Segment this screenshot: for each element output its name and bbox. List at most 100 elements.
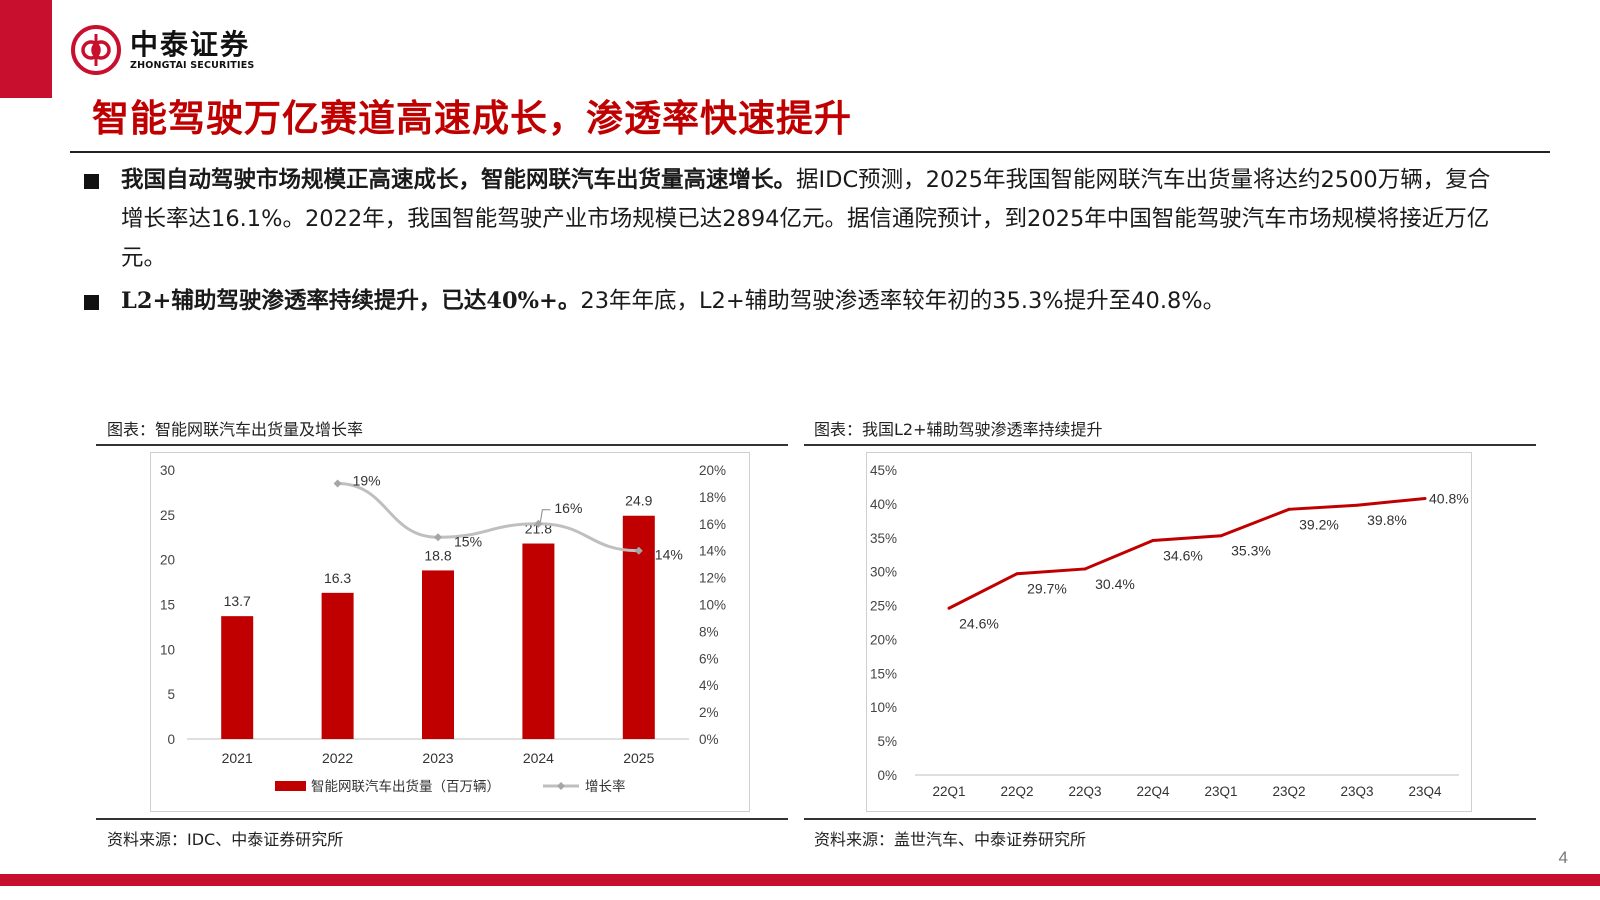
penetration-rate-label: 24.6% [959, 615, 999, 631]
chart1-top-rule [96, 444, 788, 446]
bar-value-label: 13.7 [224, 593, 251, 609]
y-axis-tick-label: 15% [870, 666, 897, 681]
y-axis-tick-label: 35% [870, 531, 897, 546]
bullet-square-icon [84, 174, 99, 189]
x-axis-tick-label: 22Q1 [932, 784, 965, 799]
x-axis-tick-label: 23Q1 [1204, 784, 1237, 799]
growth-rate-point [434, 533, 442, 542]
corner-accent-bar [0, 0, 52, 98]
penetration-rate-label: 39.2% [1299, 516, 1339, 532]
y2-axis-tick-label: 18% [699, 490, 726, 505]
penetration-rate-point [1219, 534, 1223, 538]
chart2-source: 资料来源：盖世汽车、中泰证券研究所 [814, 830, 1087, 849]
bullet-item: L2+辅助驾驶渗透率持续提升，已达40%+。23年年底，L2+辅助驾驶渗透率较年… [84, 282, 1504, 321]
penetration-rate-label: 39.8% [1367, 512, 1407, 528]
chart2-top-rule [804, 444, 1536, 446]
y2-axis-tick-label: 2% [699, 705, 719, 720]
chart2-frame: 0% 5% 10% 15% 20% 25% 30% 35% 40% 45% 22Q1 22Q2 22Q3… [866, 452, 1472, 812]
y-axis-tick-label: 25% [870, 599, 897, 614]
bottom-accent-bar [0, 874, 1600, 886]
x-axis-tick-label: 2024 [523, 750, 554, 766]
x-axis-tick-label: 2021 [222, 750, 253, 766]
growth-rate-line [337, 481, 639, 553]
y-axis-tick-label: 10 [160, 642, 175, 657]
y2-axis-tick-label: 0% [699, 732, 719, 747]
penetration-rate-label: 34.6% [1163, 547, 1203, 563]
x-axis-tick-label: 23Q3 [1340, 784, 1373, 799]
y2-axis-tick-label: 4% [699, 678, 719, 693]
bar [221, 616, 254, 739]
y2-axis-tick-label: 12% [699, 571, 726, 586]
growth-rate-label: 19% [353, 472, 381, 488]
legend-bar-swatch [275, 781, 306, 791]
growth-rate-point [534, 519, 543, 528]
page-number: 4 [1558, 848, 1568, 867]
penetration-rate-point [1355, 503, 1359, 507]
x-axis-tick-label: 23Q2 [1272, 784, 1305, 799]
growth-rate-label: 16% [554, 500, 582, 516]
y-axis-tick-label: 45% [870, 463, 897, 478]
y-axis-tick-label: 25 [160, 508, 175, 523]
chart1-caption: 图表：智能网联汽车出货量及增长率 [107, 420, 364, 439]
chart1-plot: 0510152025300%2%4%6%8%10%12%14%16%18%20%… [160, 463, 726, 794]
x-axis-tick-label: 22Q2 [1000, 784, 1033, 799]
bullet-lead: L2+辅助驾驶渗透率持续提升，已达40%+。 [121, 288, 581, 314]
bullet-text: 我国自动驾驶市场规模正高速成长，智能网联汽车出货量高速增长。据IDC预测，202… [121, 161, 1501, 278]
penetration-rate-label: 29.7% [1027, 581, 1067, 597]
legend-line-marker [557, 782, 565, 790]
y-axis-tick-label: 20% [870, 632, 897, 647]
bar-value-label: 16.3 [324, 570, 351, 586]
bar [522, 543, 555, 739]
penetration-rate-point [947, 606, 951, 610]
penetration-rate-label: 30.4% [1095, 576, 1135, 592]
growth-rate-label: 15% [454, 533, 482, 549]
y-axis-tick-label: 30% [870, 565, 897, 580]
penetration-rate-line [948, 496, 1426, 610]
y2-axis-tick-label: 6% [699, 651, 719, 666]
growth-rate-point [634, 546, 643, 555]
legend-line-label: 增长率 [585, 778, 626, 794]
chart2-caption: 图表：我国L2+辅助驾驶渗透率持续提升 [814, 420, 1103, 439]
logo-chinese-name: 中泰证券 [130, 27, 251, 61]
chart1-bottom-rule [96, 818, 788, 820]
company-logo: 中泰证券 ZHONGTAI SECURITIES [70, 24, 254, 76]
growth-rate-point [333, 479, 342, 488]
bullet-list: 我国自动驾驶市场规模正高速成长，智能网联汽车出货量高速增长。据IDC预测，202… [84, 161, 1504, 325]
penetration-rate-point [1083, 567, 1087, 571]
bullet-body: 据IDC预测，2025年我国智能网联汽车出货量将达约2500万辆，复合增长率达1… [121, 167, 1491, 271]
y2-axis-tick-label: 10% [699, 598, 726, 613]
x-axis-tick-label: 2023 [422, 750, 453, 766]
x-axis-tick-label: 2022 [322, 750, 353, 766]
x-axis-tick-label: 2025 [623, 750, 654, 766]
penetration-rate-label: 35.3% [1231, 543, 1271, 559]
penetration-rate-point [1423, 496, 1427, 500]
y2-axis-tick-label: 20% [699, 463, 726, 478]
chart1-frame: 0 5 10 15 20 25 30 0% 2% 4% 6% 8% 10% 12% 14% 16% 18% 20%… [150, 452, 750, 812]
penetration-rate-label: 40.8% [1429, 490, 1469, 506]
page-title: 智能驾驶万亿赛道高速成长，渗透率快速提升 [92, 96, 852, 140]
bullet-lead: 我国自动驾驶市场规模正高速成长，智能网联汽车出货量高速增长。 [121, 167, 797, 193]
y-axis-tick-label: 30 [160, 463, 175, 478]
bar [321, 592, 354, 739]
legend-bar-label: 智能网联汽车出货量（百万辆） [311, 778, 500, 794]
penetration-rate-point [1287, 507, 1291, 511]
penetration-rate-point [1015, 572, 1019, 576]
bullet-square-icon [84, 295, 99, 310]
bar-value-label: 24.9 [625, 493, 652, 509]
y-axis-tick-label: 20 [160, 553, 175, 568]
y2-axis-tick-label: 14% [699, 544, 726, 559]
y-axis-tick-label: 40% [870, 497, 897, 512]
chart2-bottom-rule [804, 818, 1536, 820]
logo-english-name: ZHONGTAI SECURITIES [130, 59, 255, 71]
y-axis-tick-label: 0 [167, 732, 175, 747]
bullet-text: L2+辅助驾驶渗透率持续提升，已达40%+。23年年底，L2+辅助驾驶渗透率较年… [121, 282, 1501, 321]
bullet-body: 23年年底，L2+辅助驾驶渗透率较年初的35.3%提升至40.8%。 [580, 288, 1226, 314]
bar [422, 570, 454, 739]
x-axis-tick-label: 23Q4 [1408, 784, 1442, 799]
title-divider [70, 151, 1550, 153]
chart1-source: 资料来源：IDC、中泰证券研究所 [107, 830, 344, 849]
y-axis-tick-label: 5% [877, 734, 897, 749]
logo-mark-icon [71, 25, 121, 75]
bullet-item: 我国自动驾驶市场规模正高速成长，智能网联汽车出货量高速增长。据IDC预测，202… [84, 161, 1504, 278]
label-leader-line [539, 509, 551, 522]
